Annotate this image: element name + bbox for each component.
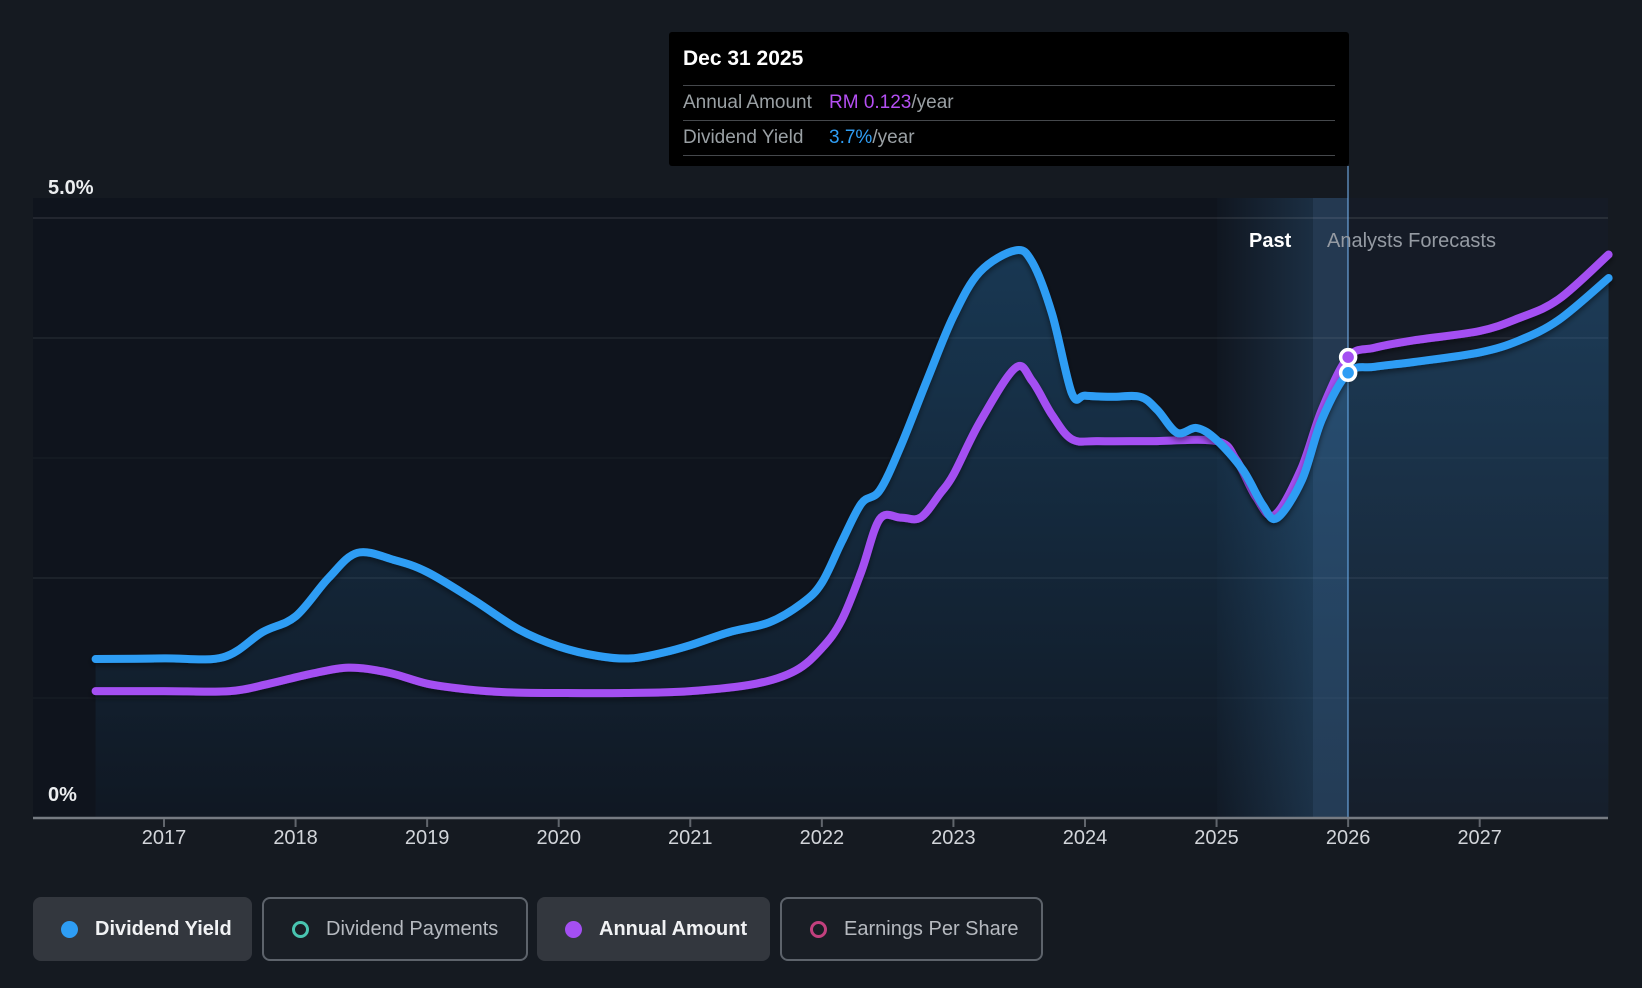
x-axis-label: 2020 xyxy=(536,827,581,849)
dividend-yield-area xyxy=(95,249,1609,818)
annual-amount-marker[interactable] xyxy=(1338,347,1358,367)
legend-item-earnings-per-share[interactable]: Earnings Per Share xyxy=(780,897,1043,961)
legend-item-label: Dividend Payments xyxy=(326,917,499,940)
x-axis-label: 2022 xyxy=(799,827,845,849)
y-axis-label: 0% xyxy=(48,784,77,806)
legend-ring-icon xyxy=(292,920,309,938)
x-axis-label: 2025 xyxy=(1194,827,1239,849)
analysts-forecasts-label: Analysts Forecasts xyxy=(1327,230,1496,252)
legend-item-dividend-yield[interactable]: Dividend Yield xyxy=(33,897,252,961)
tooltip-row-annual-amount: Annual Amount RM 0.123 /year xyxy=(683,85,1335,120)
x-axis-label: 2024 xyxy=(1062,827,1108,849)
dividend-yield-line xyxy=(91,246,1613,664)
legend-item-label: Dividend Yield xyxy=(95,917,232,940)
x-axis-label: 2023 xyxy=(931,827,976,849)
tooltip-value-annual-amount: RM 0.123 xyxy=(829,92,912,113)
legend-filled-dot-icon xyxy=(61,920,78,938)
x-axis-label: 2021 xyxy=(668,827,713,849)
legend-item-label: Earnings Per Share xyxy=(844,917,1019,940)
tooltip-row-dividend-yield: Dividend Yield 3.7% /year xyxy=(683,120,1335,156)
legend-ring-icon xyxy=(810,920,827,938)
x-axis-label: 2026 xyxy=(1325,827,1371,849)
tooltip-label: Dividend Yield xyxy=(683,127,804,148)
tooltip-value-dividend-yield: 3.7% xyxy=(829,127,873,148)
legend-filled-dot-icon xyxy=(565,920,582,938)
marker-layer xyxy=(1338,347,1358,383)
chart-tooltip: Dec 31 2025 Annual Amount RM 0.123 /year… xyxy=(669,32,1349,166)
past-label: Past xyxy=(1249,230,1292,252)
series-layer xyxy=(91,246,1613,818)
x-axis-label: 2027 xyxy=(1457,827,1502,849)
tooltip-date: Dec 31 2025 xyxy=(683,46,804,70)
x-axis-ticks xyxy=(163,819,1481,827)
x-axis-label: 2018 xyxy=(273,827,318,849)
x-axis-label: 2019 xyxy=(404,827,450,849)
tooltip-unit: /year xyxy=(872,127,915,148)
dividend-yield-marker[interactable] xyxy=(1338,363,1358,383)
tooltip-unit: /year xyxy=(911,92,954,113)
tooltip-label: Annual Amount xyxy=(683,92,812,113)
legend-item-label: Annual Amount xyxy=(599,917,748,940)
legend-item-annual-amount[interactable]: Annual Amount xyxy=(537,897,770,961)
legend-item-dividend-payments[interactable]: Dividend Payments xyxy=(262,897,528,961)
y-axis-label: 5.0% xyxy=(48,177,94,199)
x-axis-label: 2017 xyxy=(141,827,187,849)
